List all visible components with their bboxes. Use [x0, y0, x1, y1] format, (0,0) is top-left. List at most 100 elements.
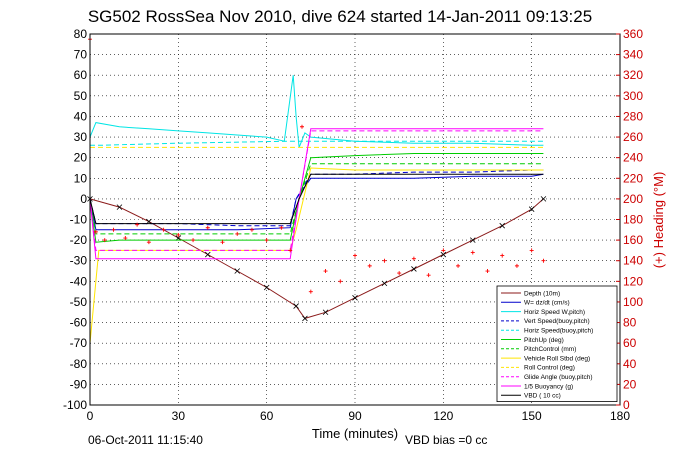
- chart-title: SG502 RossSea Nov 2010, dive 624 started…: [88, 7, 592, 26]
- legend: Depth (10m) W= dz/dt (cm/s) Horiz Speed W,…: [496, 285, 618, 402]
- x-tick-label: 30: [172, 409, 186, 423]
- y-tick-label: -70: [70, 336, 88, 350]
- y-tick-label: -10: [70, 213, 88, 227]
- legend-entry: Vehicle Roll Stbd (deg): [524, 355, 590, 362]
- legend-entry: Horiz Speed(buoy,pitch): [524, 328, 593, 335]
- heading-points: [88, 37, 546, 294]
- heading-point: [249, 227, 254, 232]
- legend-entry: Glide Angle (buoy,pitch): [524, 374, 593, 381]
- footer-timestamp: 06-Oct-2011 11:15:40: [88, 433, 203, 447]
- series-layer: [87, 75, 547, 344]
- y-tick-label: -40: [70, 274, 88, 288]
- depth-marker: [411, 266, 417, 272]
- y-right-tick-label: 140: [623, 254, 643, 268]
- heading-point: [191, 238, 196, 243]
- heading-point: [146, 240, 151, 245]
- depth-marker: [293, 303, 299, 309]
- y-right-tick-label: 280: [623, 109, 643, 123]
- heading-point: [500, 253, 505, 258]
- y-right-tick-label: 160: [623, 233, 643, 247]
- series-glide-angle: [89, 130, 544, 251]
- x-tick-label: 150: [522, 409, 542, 423]
- series-w: [89, 173, 544, 231]
- heading-point: [264, 238, 269, 243]
- heading-point: [279, 225, 284, 230]
- y-right-tick-label: 300: [623, 89, 643, 103]
- series-buoyancy: [89, 128, 544, 260]
- legend-entry: W= dz/dt (cm/s): [524, 300, 570, 307]
- y-tick-label: 50: [74, 89, 88, 103]
- y-tick-label: -80: [70, 357, 88, 371]
- legend-entry: VBD ( 10 cc): [524, 393, 561, 400]
- y-tick-label: -100: [63, 398, 87, 412]
- heading-point: [102, 238, 107, 243]
- heading-point: [382, 258, 387, 263]
- legend-entry: PitchUp (deg): [524, 337, 564, 344]
- depth-marker: [302, 315, 308, 322]
- y-right-axis-label: (+) Heading (°M): [651, 172, 666, 269]
- x-tick-label: 120: [433, 409, 453, 423]
- y-right-tick-label: 180: [623, 213, 643, 227]
- heading-point: [485, 269, 490, 274]
- y-right-tick-label: 260: [623, 130, 643, 144]
- legend-box: [496, 285, 618, 402]
- depth-marker: [499, 222, 506, 229]
- legend-entry: Horiz Speed W,pitch): [524, 309, 585, 316]
- heading-point: [235, 231, 240, 236]
- heading-point: [111, 227, 116, 232]
- depth-marker: [234, 268, 241, 274]
- x-tick-label: 180: [610, 409, 630, 423]
- heading-point: [323, 269, 328, 274]
- legend-entry: 1/5 Buoyancy (g): [524, 383, 573, 390]
- heading-point: [541, 258, 546, 263]
- heading-point: [288, 248, 293, 253]
- heading-point: [411, 256, 416, 261]
- y-right-tick-label: 360: [623, 27, 643, 41]
- y-tick-label: -30: [70, 254, 88, 268]
- heading-point: [426, 273, 431, 278]
- y-right-tick-label: 320: [623, 68, 643, 82]
- heading-point: [456, 263, 461, 268]
- y-tick-label: 20: [74, 151, 88, 165]
- heading-point: [308, 289, 313, 294]
- series-horiz-speed-w: [89, 75, 544, 148]
- depth-marker: [116, 204, 123, 210]
- grid-lines: [89, 33, 621, 406]
- y-tick-label: 80: [74, 27, 88, 41]
- heading-point: [135, 222, 140, 227]
- depth-marker: [440, 251, 447, 258]
- heading-point: [220, 240, 225, 245]
- heading-point: [338, 279, 343, 284]
- y-tick-label: 10: [74, 171, 88, 185]
- depth-marker: [204, 251, 211, 258]
- heading-point: [205, 225, 210, 230]
- x-axis-label: Time (minutes): [312, 426, 398, 441]
- y-right-tick-label: 40: [623, 357, 637, 371]
- heading-point: [123, 236, 128, 241]
- series-vbd: [89, 173, 544, 225]
- y-tick-label: 60: [74, 68, 88, 82]
- heading-point: [397, 271, 402, 276]
- x-tick-label: 90: [348, 409, 362, 423]
- y-right-tick-label: 100: [623, 295, 643, 309]
- depth-marker: [528, 206, 535, 212]
- y-right-tick-label: 240: [623, 151, 643, 165]
- depth-marker: [381, 280, 388, 287]
- y-right-tick-label: 80: [623, 316, 637, 330]
- heading-point: [470, 250, 475, 255]
- legend-entry: Vert Speed(buoy,pitch): [524, 318, 590, 325]
- depth-marker: [540, 196, 547, 202]
- depth-marker: [263, 284, 270, 291]
- y-tick-label: 40: [74, 109, 88, 123]
- x-tick-label: 60: [260, 409, 274, 423]
- x-tick-label: 0: [87, 409, 94, 423]
- y-tick-label: -50: [70, 295, 88, 309]
- y-right-tick-label: 220: [623, 171, 643, 185]
- y-tick-label: -60: [70, 316, 88, 330]
- x-tick-labels: 0 30 60 90 120 150 180: [87, 409, 631, 423]
- depth-marker: [322, 309, 329, 316]
- heading-point: [529, 248, 534, 253]
- depth-marker: [469, 237, 476, 243]
- y-tick-label: 30: [74, 130, 88, 144]
